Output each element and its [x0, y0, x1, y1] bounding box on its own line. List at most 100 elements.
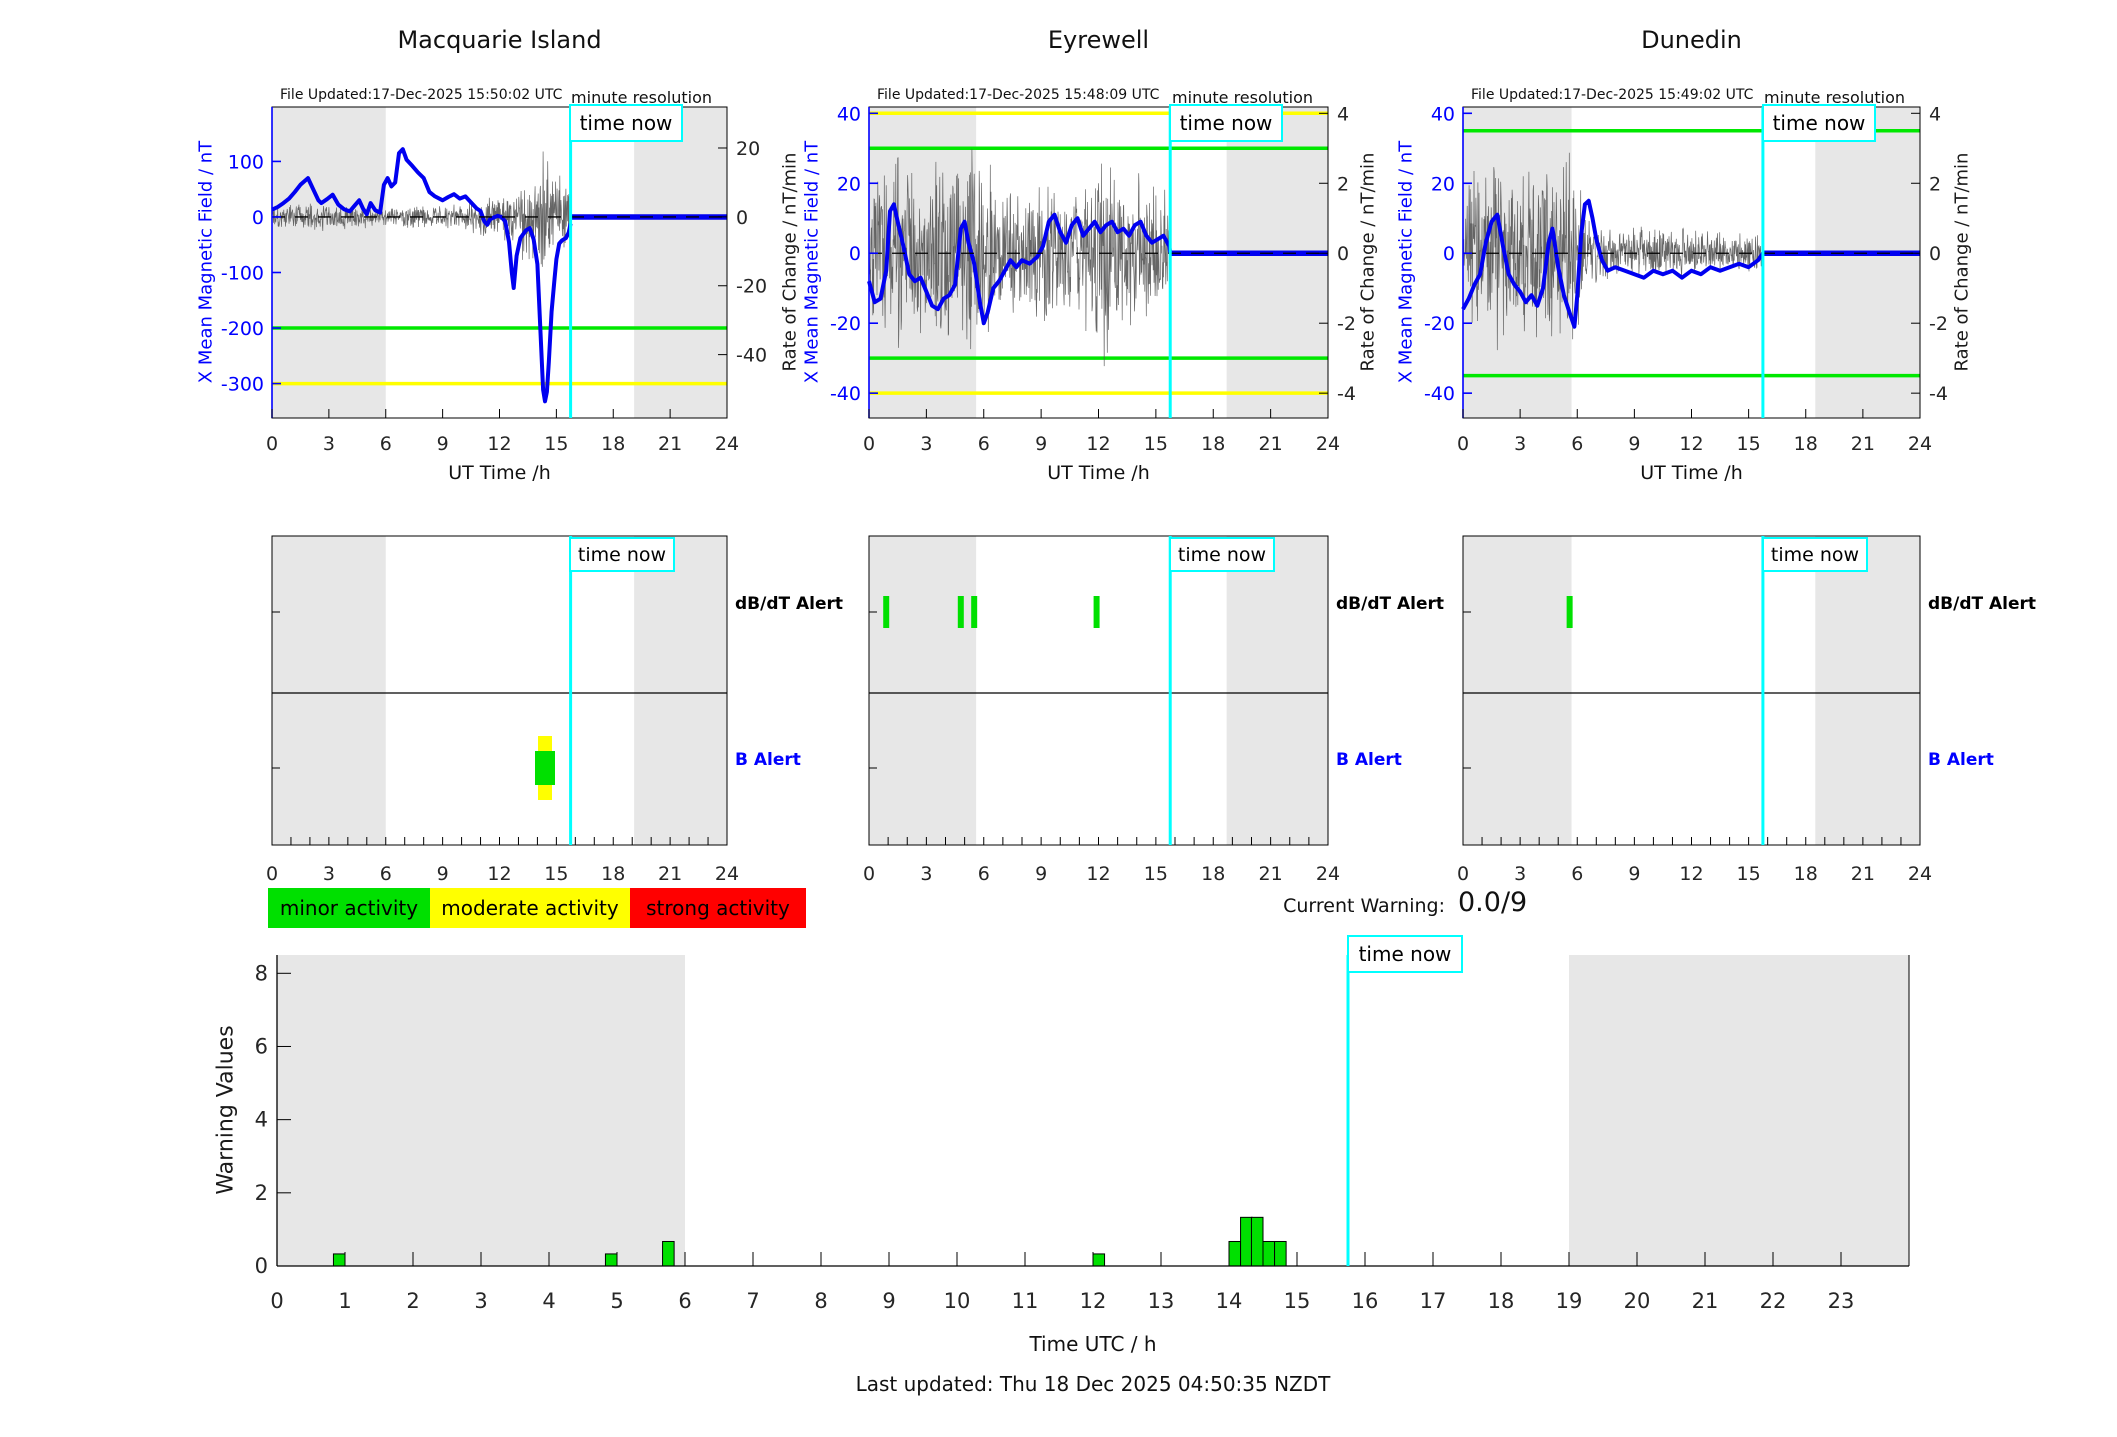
svg-text:0: 0 — [255, 1254, 268, 1278]
svg-text:18: 18 — [1794, 863, 1818, 885]
warning-bar — [1274, 1240, 1287, 1267]
svg-text:9: 9 — [437, 863, 449, 885]
svg-text:-20: -20 — [1424, 313, 1455, 335]
y-axis-label-rate-macquarie: Rate of Change / nT/min — [779, 152, 801, 372]
svg-text:15: 15 — [1144, 433, 1168, 455]
warning-bar — [1262, 1240, 1276, 1267]
warning-bar — [1240, 1216, 1253, 1267]
svg-text:12: 12 — [1086, 863, 1110, 885]
svg-text:0: 0 — [270, 1289, 283, 1313]
svg-text:0: 0 — [1337, 243, 1349, 265]
warning-bar — [332, 1253, 346, 1267]
svg-text:4: 4 — [542, 1289, 555, 1313]
svg-text:21: 21 — [658, 863, 682, 885]
dbdt-alert-label: dB/dT Alert — [1336, 594, 1445, 614]
svg-text:-2: -2 — [1929, 313, 1948, 335]
svg-text:-4: -4 — [1337, 383, 1356, 405]
svg-text:100: 100 — [228, 151, 264, 173]
svg-text:0: 0 — [1457, 863, 1469, 885]
line-chart-macquarie-island: 0 3 6 9 12 15 18 21 24 100 0 -100 -200 -300 20 0 -20 -40 — [221, 106, 767, 455]
svg-text:12: 12 — [1080, 1289, 1107, 1313]
warning-bar — [604, 1253, 618, 1267]
time-now-box: time now — [1762, 537, 1868, 572]
svg-text:9: 9 — [882, 1289, 895, 1313]
station-title-dunedin: Dunedin — [1641, 26, 1742, 54]
svg-text:3: 3 — [1514, 863, 1526, 885]
alert-panel-eyrewell: 0 3 6 9 12 15 18 21 24 — [863, 535, 1340, 885]
svg-text:24: 24 — [1316, 433, 1340, 455]
svg-text:-2: -2 — [1337, 313, 1356, 335]
alert-panel-macquarie-island: 0 3 6 9 12 15 18 21 24 — [266, 535, 739, 885]
svg-text:24: 24 — [1316, 863, 1340, 885]
dbdt-alert-marker — [957, 596, 964, 628]
last-updated-text: Last updated: Thu 18 Dec 2025 04:50:35 N… — [855, 1372, 1331, 1396]
y-axis-label-bfield-macquarie: X Mean Magnetic Field / nT — [195, 140, 217, 384]
warning-bar — [1250, 1216, 1264, 1267]
svg-text:13: 13 — [1148, 1289, 1175, 1313]
svg-text:18: 18 — [601, 433, 625, 455]
svg-text:0: 0 — [252, 207, 264, 229]
file-updated-macquarie: File Updated:17-Dec-2025 15:50:02 UTC — [280, 87, 563, 103]
dbdt-alert-marker — [971, 596, 978, 628]
svg-text:5: 5 — [610, 1289, 623, 1313]
svg-text:6: 6 — [1571, 433, 1583, 455]
y-axis-label-bfield-dunedin: X Mean Magnetic Field / nT — [1395, 140, 1417, 384]
legend-minor-activity: minor activity — [268, 888, 430, 928]
svg-text:0: 0 — [1929, 243, 1941, 265]
b-alert-label: B Alert — [1928, 750, 1994, 770]
svg-text:21: 21 — [658, 433, 682, 455]
svg-text:16: 16 — [1352, 1289, 1379, 1313]
resolution-label-eyrewell: minute resolution — [1172, 88, 1313, 107]
svg-text:3: 3 — [474, 1289, 487, 1313]
svg-text:-4: -4 — [1929, 383, 1948, 405]
svg-text:3: 3 — [323, 863, 335, 885]
svg-text:-40: -40 — [830, 383, 861, 405]
svg-text:2: 2 — [406, 1289, 419, 1313]
svg-text:6: 6 — [255, 1034, 268, 1058]
svg-text:9: 9 — [1628, 863, 1640, 885]
svg-text:18: 18 — [1488, 1289, 1515, 1313]
svg-text:19: 19 — [1556, 1289, 1583, 1313]
svg-text:0: 0 — [266, 863, 278, 885]
b-alert-marker-minor — [535, 751, 555, 785]
svg-text:1: 1 — [338, 1289, 351, 1313]
svg-text:0: 0 — [863, 433, 875, 455]
svg-text:3: 3 — [1514, 433, 1526, 455]
svg-text:40: 40 — [1431, 103, 1455, 125]
svg-text:0: 0 — [266, 433, 278, 455]
time-now-box: time now — [569, 104, 683, 142]
svg-text:12: 12 — [1679, 433, 1703, 455]
svg-text:21: 21 — [1851, 433, 1875, 455]
x-axis-label-eyrewell: UT Time /h — [1047, 462, 1150, 484]
dbdt-alert-label: dB/dT Alert — [1928, 594, 2037, 614]
b-alert-label: B Alert — [1336, 750, 1402, 770]
svg-text:20: 20 — [837, 173, 861, 195]
svg-text:12: 12 — [1086, 433, 1110, 455]
svg-text:20: 20 — [736, 138, 760, 160]
svg-text:8: 8 — [814, 1289, 827, 1313]
time-now-box: time now — [569, 537, 675, 572]
svg-text:9: 9 — [1628, 433, 1640, 455]
svg-text:2: 2 — [255, 1181, 268, 1205]
svg-text:12: 12 — [1679, 863, 1703, 885]
warning-values-bar-chart: 0 1 2 3 4 5 6 7 8 9 10 11 12 13 14 15 16 17 18 19 20 21 22 2302… — [255, 955, 1910, 1313]
svg-text:15: 15 — [1737, 433, 1761, 455]
svg-text:18: 18 — [1201, 433, 1225, 455]
svg-text:10: 10 — [944, 1289, 971, 1313]
svg-text:12: 12 — [487, 863, 511, 885]
svg-text:0: 0 — [736, 207, 748, 229]
time-now-box: time now — [1169, 537, 1275, 572]
svg-text:6: 6 — [978, 433, 990, 455]
svg-text:18: 18 — [1794, 433, 1818, 455]
svg-text:0: 0 — [849, 243, 861, 265]
svg-text:24: 24 — [715, 863, 739, 885]
svg-text:14: 14 — [1216, 1289, 1243, 1313]
dbdt-alert-marker — [1566, 596, 1573, 628]
svg-text:4: 4 — [1337, 103, 1349, 125]
x-axis-label-macquarie: UT Time /h — [448, 462, 551, 484]
svg-text:3: 3 — [323, 433, 335, 455]
svg-text:24: 24 — [1908, 863, 1932, 885]
station-title-eyrewell: Eyrewell — [1047, 26, 1150, 54]
svg-text:21: 21 — [1259, 433, 1283, 455]
